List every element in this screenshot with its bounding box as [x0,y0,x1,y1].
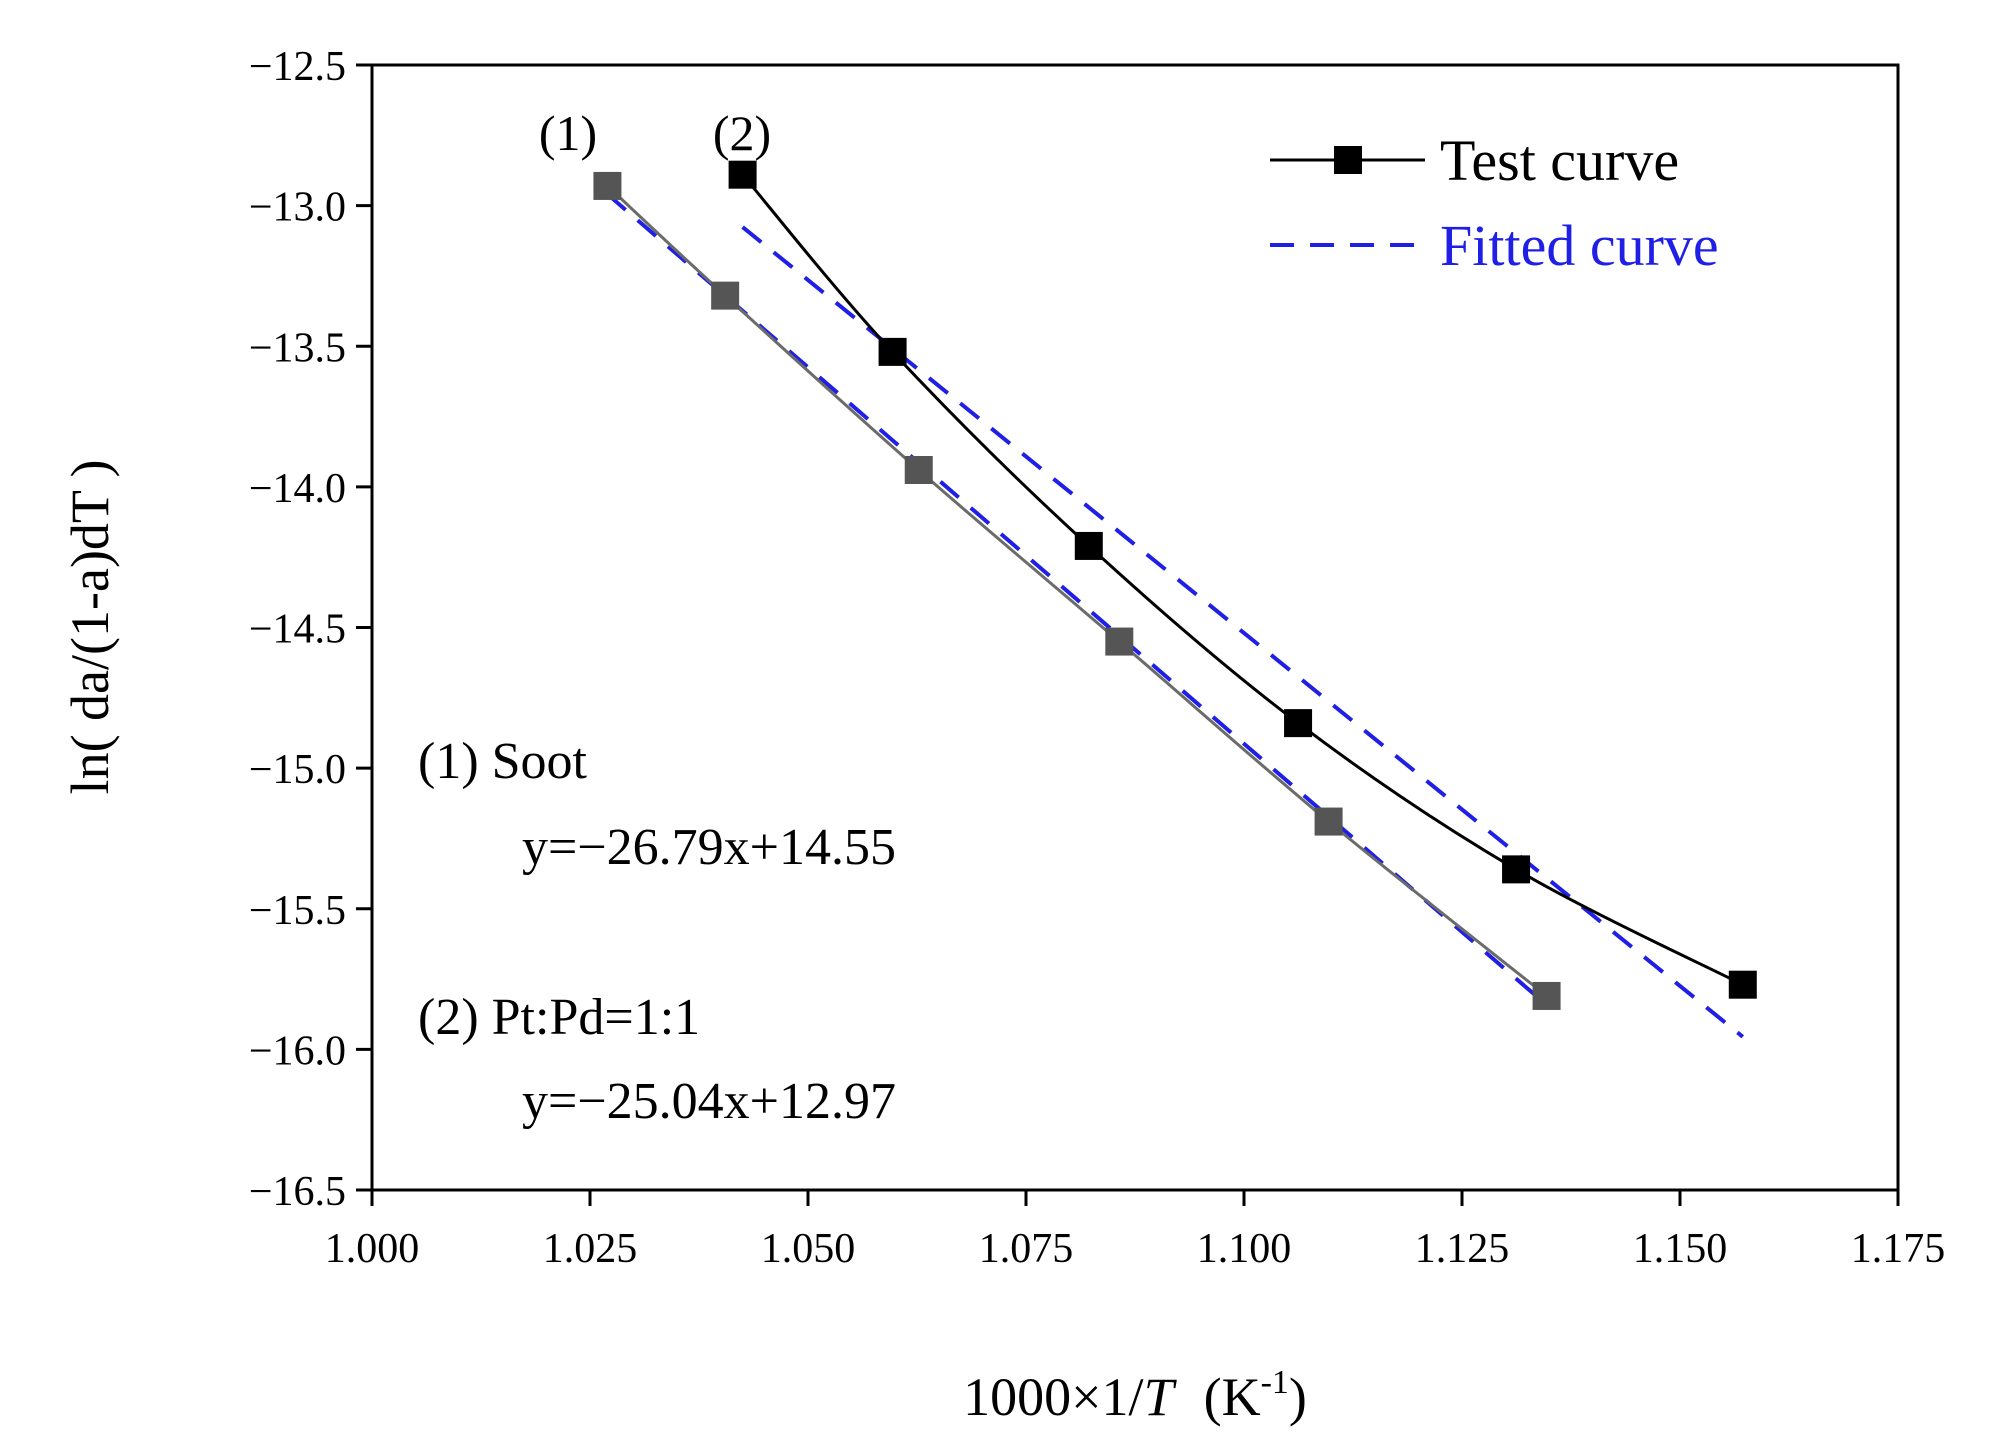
x-tick-labels: 1.000 1.025 1.050 1.075 1.100 1.125 1.150 1.175 [325,1226,1946,1272]
legend-test-curve-label: Test curve [1440,128,1679,193]
x-axis-title-unit-sup: -1 [1261,1364,1289,1401]
x-tick-label: 1.025 [543,1226,638,1272]
series-2-label: (2) [713,105,771,161]
x-axis-title-prefix: 1000×1/ [963,1367,1143,1427]
annotation-ptpd-equation: y=−25.04x+12.97 [522,1073,896,1130]
y-tick-label: −14.5 [249,607,346,653]
data-point-series-2 [1074,531,1103,560]
series-1-label: (1) [539,105,597,161]
x-axis-title-unit-open: (K [1204,1367,1261,1427]
annotation-soot-equation: y=−26.79x+14.55 [522,819,896,876]
x-axis-title: 1000×1/T (K-1) [963,1364,1307,1427]
y-tick-label: −16.5 [249,1169,346,1215]
data-point-series-2 [1728,970,1757,999]
data-markers [593,160,1757,1010]
data-point-series-1 [711,281,740,310]
data-point-series-2 [878,337,907,366]
y-tick-label: −12.5 [249,44,346,90]
data-point-series-2 [728,160,757,189]
data-point-series-1 [1105,627,1134,656]
test-curve-series-2 [741,173,1744,987]
x-tick-label: 1.150 [1633,1226,1728,1272]
y-tick-labels: −12.5 −13.0 −13.5 −14.0 −14.5 −15.0 −15.5 −16.0… [249,44,346,1215]
x-tick-label: 1.125 [1415,1226,1510,1272]
y-tick-label: −15.5 [249,888,346,934]
x-tick-label: 1.175 [1851,1226,1946,1272]
annotation-soot-title: (1) Soot [418,733,588,790]
data-point-series-1 [1314,807,1343,836]
y-axis-title: ln( da/(1-a)dT ) [60,460,120,795]
fitted-line-series-2 [741,225,1745,1039]
data-point-series-1 [1532,981,1561,1010]
y-tick-label: −13.0 [249,185,346,231]
data-point-series-1 [904,456,933,484]
data-point-series-1 [593,171,622,200]
x-tick-label: 1.075 [979,1226,1074,1272]
x-axis-title-variable: T [1144,1367,1178,1427]
axis-ticks [356,63,1900,1206]
legend: Test curve Fitted curve [1270,128,1719,278]
y-tick-label: −14.0 [249,466,346,512]
annotation-ptpd-title: (2) Pt:Pd=1:1 [418,989,700,1046]
x-axis-title-unit-close: ) [1289,1367,1307,1427]
data-point-series-2 [1502,855,1531,884]
legend-fitted-curve-label: Fitted curve [1440,213,1719,278]
y-tick-label: −15.0 [249,747,346,793]
x-tick-label: 1.050 [761,1226,856,1272]
data-point-series-2 [1284,709,1313,738]
x-tick-label: 1.100 [1197,1226,1292,1272]
legend-test-curve-marker [1334,146,1362,174]
y-tick-label: −16.0 [249,1028,346,1074]
x-tick-label: 1.000 [325,1226,420,1272]
y-tick-label: −13.5 [249,325,346,371]
